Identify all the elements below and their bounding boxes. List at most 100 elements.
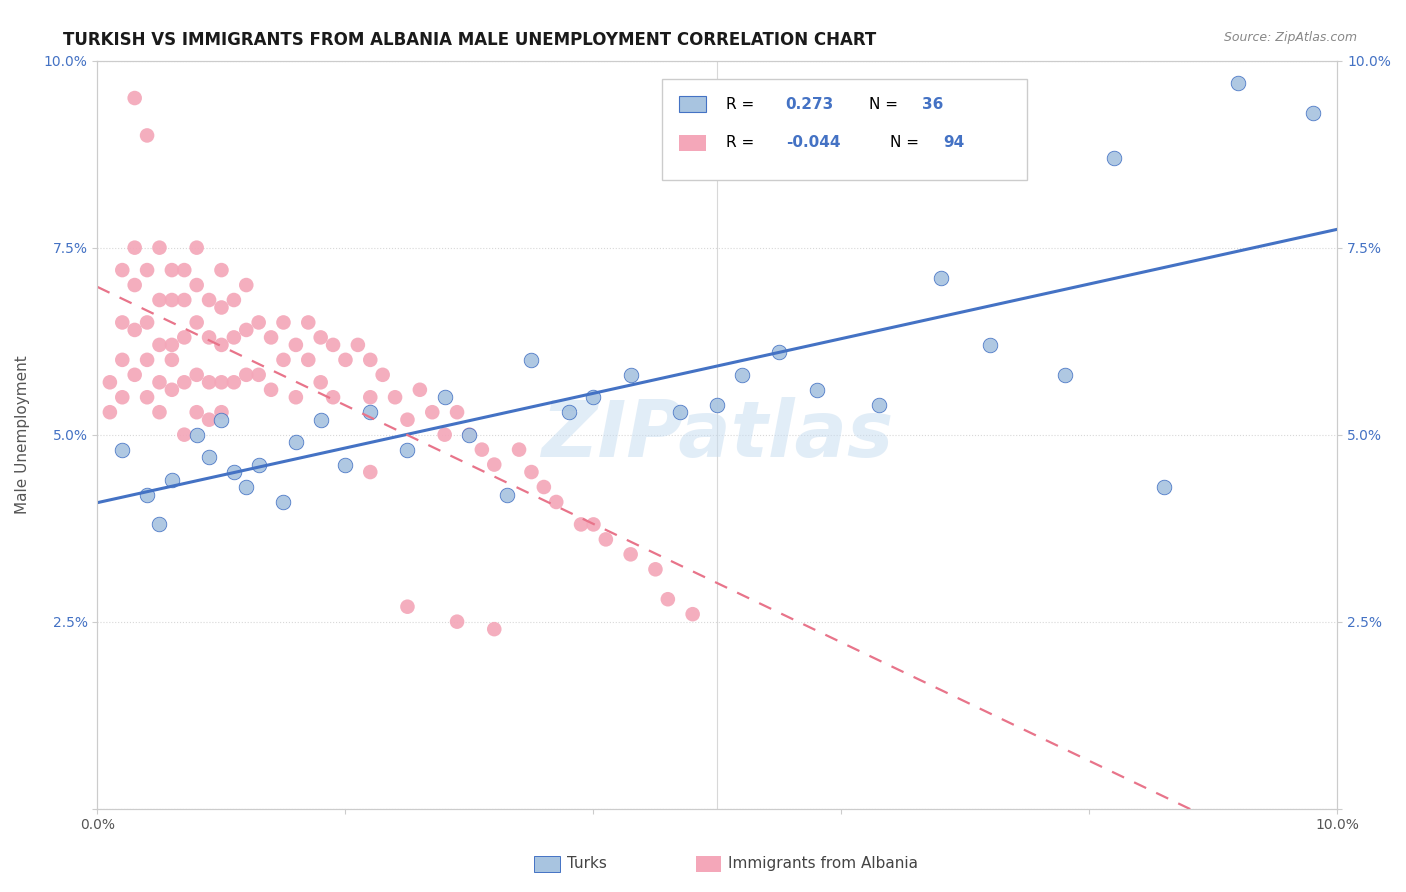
Point — [136, 128, 159, 143]
Point — [124, 241, 146, 255]
Point — [148, 338, 170, 352]
Point — [260, 383, 283, 397]
Point — [359, 390, 381, 404]
Point — [111, 442, 134, 457]
Point — [173, 330, 195, 344]
Point — [186, 278, 208, 293]
Point — [247, 368, 270, 382]
Point — [222, 465, 245, 479]
Point — [359, 465, 381, 479]
Point — [1102, 151, 1125, 165]
Point — [136, 487, 159, 501]
Point — [620, 547, 643, 561]
Point — [546, 495, 568, 509]
Point — [446, 615, 468, 629]
Point — [284, 338, 307, 352]
Point — [198, 376, 221, 390]
Point — [247, 458, 270, 472]
Text: ZIPatlas: ZIPatlas — [541, 397, 894, 473]
Point — [160, 473, 183, 487]
Point — [198, 293, 221, 307]
Point — [557, 405, 579, 419]
Point — [186, 427, 208, 442]
Point — [222, 293, 245, 307]
Point — [731, 368, 754, 382]
Point — [322, 338, 344, 352]
Point — [211, 263, 233, 277]
Point — [446, 405, 468, 419]
Point — [433, 427, 456, 442]
Point — [806, 383, 828, 397]
Point — [148, 293, 170, 307]
Point — [148, 405, 170, 419]
Text: -0.044: -0.044 — [786, 136, 841, 151]
Point — [222, 376, 245, 390]
Point — [136, 390, 159, 404]
Point — [644, 562, 666, 576]
Point — [124, 323, 146, 337]
Point — [322, 390, 344, 404]
Bar — [679, 135, 706, 151]
Point — [211, 301, 233, 315]
Point — [173, 293, 195, 307]
Point — [1153, 480, 1175, 494]
Point — [284, 435, 307, 450]
Point — [533, 480, 555, 494]
Point — [669, 405, 692, 419]
Point — [1227, 76, 1250, 90]
Text: N =: N = — [890, 136, 918, 151]
Point — [273, 495, 295, 509]
Point — [484, 622, 506, 636]
Point — [273, 315, 295, 329]
Point — [396, 413, 419, 427]
Point — [620, 368, 643, 382]
Point — [582, 390, 605, 404]
Point — [371, 368, 394, 382]
Point — [148, 241, 170, 255]
Point — [235, 278, 257, 293]
Point — [186, 368, 208, 382]
Point — [979, 338, 1001, 352]
Point — [409, 383, 432, 397]
Point — [247, 315, 270, 329]
Point — [706, 398, 728, 412]
Point — [160, 352, 183, 367]
Point — [124, 91, 146, 105]
Point — [111, 352, 134, 367]
Text: Source: ZipAtlas.com: Source: ZipAtlas.com — [1223, 31, 1357, 45]
Point — [211, 405, 233, 419]
Point — [124, 278, 146, 293]
Point — [458, 427, 481, 442]
Point — [396, 442, 419, 457]
Point — [929, 270, 952, 285]
Point — [198, 450, 221, 464]
Point — [768, 345, 790, 359]
Point — [284, 390, 307, 404]
Point — [520, 352, 543, 367]
Point — [335, 352, 357, 367]
Text: R =: R = — [725, 96, 755, 112]
Point — [160, 338, 183, 352]
Point — [211, 413, 233, 427]
Point — [484, 458, 506, 472]
Point — [148, 376, 170, 390]
Point — [1053, 368, 1076, 382]
Point — [569, 517, 592, 532]
Point — [160, 263, 183, 277]
Point — [235, 480, 257, 494]
Point — [186, 405, 208, 419]
Point — [173, 376, 195, 390]
Text: 94: 94 — [943, 136, 965, 151]
Point — [396, 599, 419, 614]
Text: R =: R = — [725, 136, 755, 151]
Point — [471, 442, 494, 457]
Point — [347, 338, 370, 352]
Point — [173, 427, 195, 442]
Point — [124, 368, 146, 382]
Point — [260, 330, 283, 344]
Point — [222, 330, 245, 344]
Point — [582, 517, 605, 532]
Point — [235, 323, 257, 337]
Text: Turks: Turks — [567, 856, 606, 871]
Point — [359, 352, 381, 367]
